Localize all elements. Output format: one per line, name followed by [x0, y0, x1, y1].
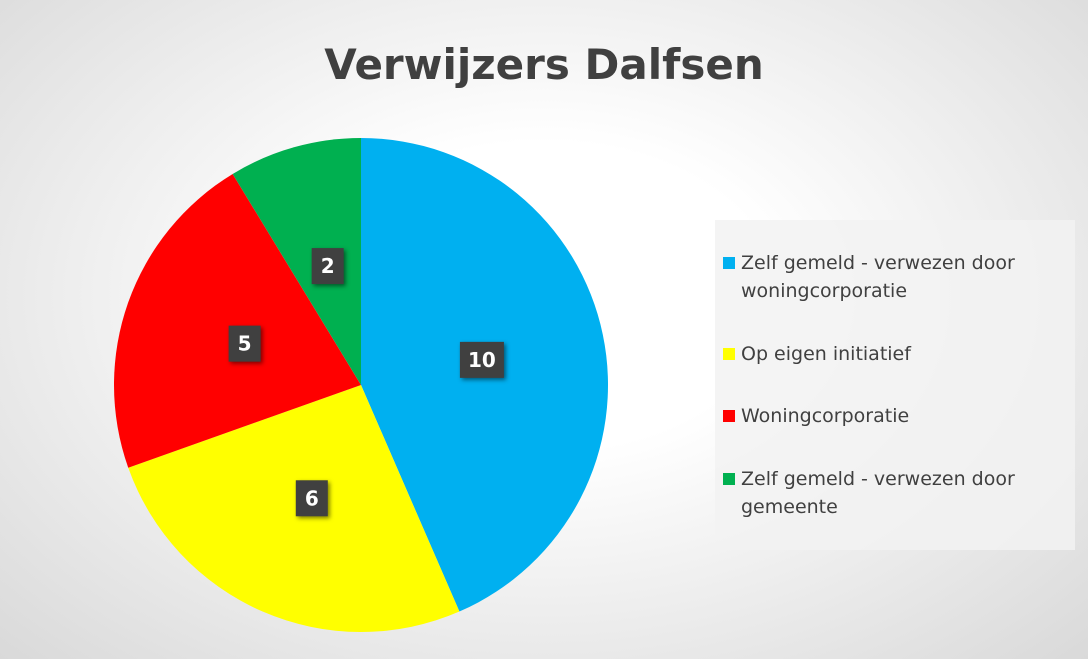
legend-item: Zelf gemeld - verwezen door gemeente: [723, 465, 1067, 521]
legend-item: Zelf gemeld - verwezen door woningcorpor…: [723, 249, 1067, 305]
data-label: 2: [321, 254, 335, 278]
data-label-box: [295, 480, 328, 517]
data-label-box: [311, 248, 344, 285]
legend: Zelf gemeld - verwezen door woningcorpor…: [715, 220, 1075, 550]
legend-swatch: [723, 257, 735, 270]
legend-item: Op eigen initiatief: [723, 340, 1067, 368]
legend-swatch: [723, 410, 735, 423]
legend-label: Zelf gemeld - verwezen door gemeente: [741, 467, 1015, 518]
legend-label: Woningcorporatie: [741, 405, 910, 428]
legend-label: Op eigen initiatief: [741, 342, 911, 365]
pie-slice: [128, 385, 460, 632]
data-label: 5: [238, 332, 252, 356]
data-label-box: [228, 325, 261, 362]
legend-label: Zelf gemeld - verwezen door woningcorpor…: [741, 252, 1015, 303]
chart-title: Verwijzers Dalfsen: [324, 40, 764, 89]
legend-item: Woningcorporatie: [723, 402, 1067, 430]
data-label: 10: [468, 348, 496, 372]
pie-slice: [114, 173, 361, 468]
legend-swatch: [723, 347, 735, 360]
data-label-box: [459, 341, 504, 378]
legend-swatch: [723, 472, 735, 485]
pie-slice: [232, 138, 361, 385]
data-label: 6: [305, 486, 319, 510]
